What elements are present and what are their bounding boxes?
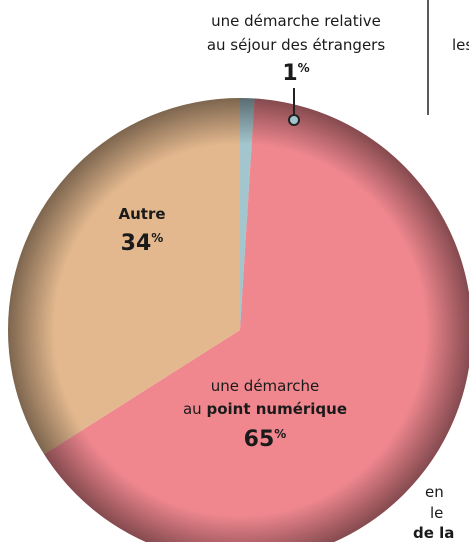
value-label: 34%	[121, 231, 164, 256]
value-unit: %	[274, 427, 286, 441]
slice-label: au séjour des étrangers	[207, 36, 386, 54]
value-number: 65	[244, 427, 275, 452]
fragment-text: les	[452, 36, 469, 54]
vignette	[8, 98, 469, 542]
value-unit: %	[151, 231, 163, 245]
fragment-text: le	[430, 504, 443, 522]
slice-label: une démarche	[211, 377, 319, 395]
value-label: 65%	[244, 427, 287, 452]
value-unit: %	[298, 61, 310, 75]
slice-label-part: au	[183, 400, 206, 418]
slice-label: Autre	[118, 205, 165, 223]
slice-label-bold: point numérique	[206, 400, 347, 418]
fragment-text: en	[425, 483, 444, 501]
leader-dot	[288, 114, 300, 126]
fragment-text: de la	[413, 524, 454, 542]
value-number: 34	[121, 231, 152, 256]
pie	[8, 98, 469, 542]
slice-label: au point numérique	[183, 400, 347, 418]
value-label: 1%	[282, 61, 309, 86]
labels: une démarche relative au séjour des étran…	[118, 12, 469, 542]
value-number: 1	[282, 61, 297, 86]
slice-label: une démarche relative	[211, 12, 381, 30]
